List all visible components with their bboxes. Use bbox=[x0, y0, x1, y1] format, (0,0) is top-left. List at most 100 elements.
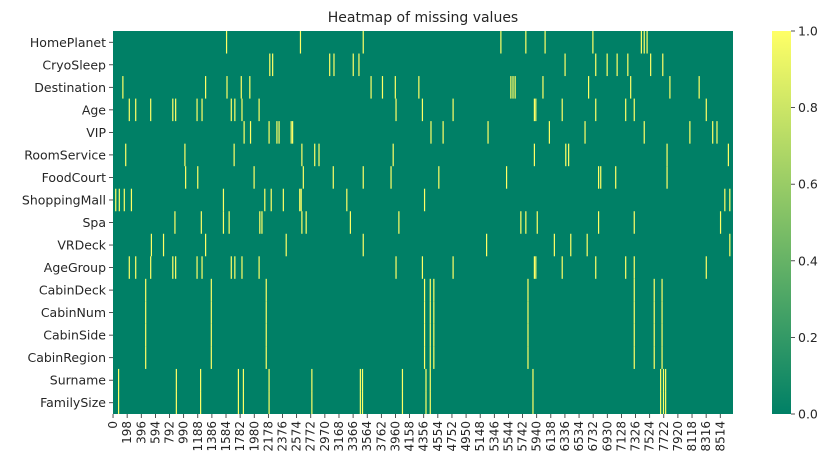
missing-value-cell bbox=[535, 98, 537, 122]
colorbar-tick-label: 1.0 bbox=[798, 24, 818, 39]
missing-value-cell bbox=[200, 368, 202, 392]
missing-value-cell bbox=[145, 323, 147, 347]
colorbar-tick-label: 0.0 bbox=[798, 407, 818, 422]
missing-value-cell bbox=[661, 301, 663, 324]
missing-value-cell bbox=[525, 211, 527, 234]
missing-value-cell bbox=[433, 278, 435, 302]
missing-value-cell bbox=[597, 166, 600, 189]
missing-value-cell bbox=[433, 346, 435, 369]
x-tick-label: 1386 bbox=[205, 421, 219, 452]
missing-value-cell bbox=[175, 98, 177, 122]
missing-value-cell bbox=[242, 391, 245, 414]
missing-value-cell bbox=[394, 76, 396, 99]
missing-value-cell bbox=[698, 76, 700, 99]
x-tick-label: 8514 bbox=[713, 421, 727, 452]
missing-value-cell bbox=[210, 346, 212, 369]
x-tick-label: 8316 bbox=[699, 421, 713, 452]
missing-value-cell bbox=[395, 98, 397, 122]
missing-value-cell bbox=[646, 31, 648, 54]
missing-value-cell bbox=[272, 53, 274, 77]
missing-value-cell bbox=[568, 143, 570, 167]
x-tick-label: 7920 bbox=[671, 421, 685, 452]
missing-value-cell bbox=[606, 53, 608, 77]
x-tick-label: 594 bbox=[148, 421, 162, 444]
x-tick-label: 6732 bbox=[586, 421, 600, 452]
missing-value-cell bbox=[584, 121, 586, 144]
missing-value-cell bbox=[200, 211, 202, 234]
missing-value-cell bbox=[512, 76, 514, 99]
missing-value-cell bbox=[729, 233, 731, 257]
x-tick-label: 1782 bbox=[233, 421, 247, 452]
missing-value-cell bbox=[500, 31, 502, 54]
missing-value-cell bbox=[429, 323, 431, 347]
missing-value-cell bbox=[705, 256, 707, 279]
missing-value-cell bbox=[527, 323, 529, 347]
x-tick-label: 6930 bbox=[600, 421, 614, 452]
missing-value-cell bbox=[249, 76, 251, 99]
missing-value-cell bbox=[630, 76, 632, 99]
missing-value-cell bbox=[689, 121, 691, 144]
missing-value-cell bbox=[145, 278, 147, 302]
missing-value-cell bbox=[282, 188, 284, 212]
missing-value-cell bbox=[268, 368, 270, 392]
missing-value-cell bbox=[429, 368, 431, 392]
x-tick-label: 7326 bbox=[629, 421, 643, 452]
missing-value-cell bbox=[527, 278, 529, 302]
x-tick-label: 0 bbox=[106, 421, 120, 429]
missing-value-cell bbox=[423, 278, 426, 302]
missing-value-cell bbox=[418, 76, 420, 99]
missing-value-cell bbox=[616, 53, 618, 77]
x-tick-label: 1980 bbox=[247, 421, 261, 452]
missing-value-cell bbox=[135, 98, 137, 122]
missing-value-cell bbox=[724, 188, 726, 212]
missing-value-cell bbox=[122, 76, 124, 99]
missing-value-cell bbox=[268, 391, 270, 414]
missing-value-cell bbox=[653, 278, 655, 302]
y-tick-label: Destination bbox=[34, 80, 106, 95]
colorbar-tick-label: 0.4 bbox=[798, 253, 818, 268]
missing-value-cell bbox=[128, 98, 130, 122]
missing-value-cell bbox=[510, 76, 512, 99]
x-tick-label: 6534 bbox=[572, 421, 586, 452]
missing-value-cell bbox=[150, 98, 152, 122]
missing-value-cell bbox=[430, 121, 432, 144]
missing-value-cell bbox=[358, 53, 360, 77]
missing-value-cell bbox=[544, 31, 546, 54]
missing-value-cell bbox=[662, 368, 665, 392]
colorbar-tick-label: 0.2 bbox=[798, 330, 818, 345]
missing-value-cell bbox=[210, 301, 212, 324]
missing-value-cell bbox=[536, 211, 538, 234]
x-tick-label: 5346 bbox=[487, 421, 501, 452]
x-tick-label: 5940 bbox=[530, 421, 544, 452]
missing-value-cell bbox=[398, 211, 400, 234]
missing-value-cell bbox=[719, 211, 722, 234]
missing-value-cell bbox=[429, 391, 431, 414]
missing-value-cell bbox=[205, 233, 207, 257]
missing-value-cell bbox=[542, 76, 544, 99]
missing-value-cell bbox=[505, 166, 508, 189]
missing-value-cell bbox=[123, 188, 125, 212]
missing-value-cell bbox=[669, 76, 671, 99]
missing-value-cell bbox=[175, 391, 177, 414]
missing-value-cell bbox=[665, 391, 667, 414]
missing-value-cell bbox=[305, 211, 307, 234]
missing-value-cell bbox=[269, 53, 271, 77]
x-tick-label: 2178 bbox=[261, 421, 275, 452]
missing-value-cell bbox=[421, 256, 424, 279]
y-tick-label: CabinNum bbox=[41, 305, 106, 320]
missing-value-cell bbox=[201, 98, 203, 122]
missing-value-cell bbox=[716, 121, 718, 144]
chart-title: Heatmap of missing values bbox=[328, 10, 518, 26]
missing-value-cell bbox=[249, 121, 252, 144]
missing-value-cell bbox=[234, 98, 236, 122]
missing-value-cell bbox=[125, 143, 127, 167]
missing-value-cell bbox=[241, 98, 243, 122]
x-tick-label: 4554 bbox=[431, 421, 445, 452]
missing-value-cell bbox=[570, 233, 572, 257]
missing-value-cell bbox=[117, 368, 120, 392]
missing-value-cell bbox=[225, 31, 228, 54]
missing-value-cell bbox=[174, 211, 176, 234]
y-tick-label: VIP bbox=[86, 125, 106, 140]
missing-value-cell bbox=[452, 256, 454, 279]
missing-value-cell bbox=[592, 31, 594, 54]
